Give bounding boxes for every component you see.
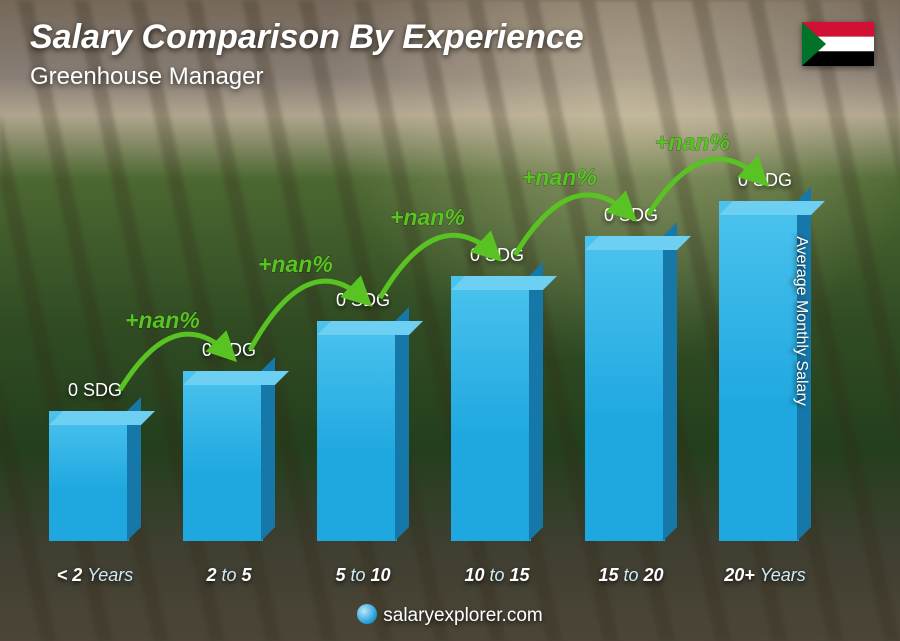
bar-value-label: 0 SDG xyxy=(470,245,524,266)
bar-top-face xyxy=(585,236,691,250)
footer-site-text: salaryexplorer.com xyxy=(383,605,542,626)
bar-top-face xyxy=(719,201,825,215)
bar-group: 0 SDG xyxy=(174,340,284,541)
bar-front-face xyxy=(585,236,665,541)
bar-value-label: 0 SDG xyxy=(68,380,122,401)
bar-group: 0 SDG xyxy=(308,290,418,541)
country-flag-icon xyxy=(802,22,874,66)
x-axis-label: 20+ Years xyxy=(710,565,820,586)
x-axis-label: 2 to 5 xyxy=(174,565,284,586)
bar xyxy=(451,276,543,541)
chart-title: Salary Comparison By Experience xyxy=(30,18,870,57)
bar-top-face xyxy=(49,411,155,425)
bar-front-face xyxy=(317,321,397,541)
bar-side-face xyxy=(529,262,543,541)
x-axis-label: < 2 Years xyxy=(40,565,150,586)
bar-front-face xyxy=(183,371,263,541)
bar xyxy=(585,236,677,541)
bar-front-face xyxy=(49,411,129,541)
x-axis-label: 15 to 20 xyxy=(576,565,686,586)
bar-top-face xyxy=(451,276,557,290)
bar-group: 0 SDG xyxy=(442,245,552,541)
bar-side-face xyxy=(663,222,677,541)
x-axis-label: 5 to 10 xyxy=(308,565,418,586)
bar-value-label: 0 SDG xyxy=(604,205,658,226)
bar-front-face xyxy=(451,276,531,541)
logo-globe-icon xyxy=(357,604,377,624)
bar xyxy=(183,371,275,541)
bar-side-face xyxy=(395,307,409,541)
x-axis-label: 10 to 15 xyxy=(442,565,552,586)
bar-top-face xyxy=(183,371,289,385)
y-axis-label: Average Monthly Salary xyxy=(792,236,810,406)
bar xyxy=(49,411,141,541)
bar-front-face xyxy=(719,201,799,541)
bar-chart: 0 SDG 0 SDG 0 SDG 0 SDG 0 SDG 0 SDG xyxy=(40,100,820,541)
bar-value-label: 0 SDG xyxy=(202,340,256,361)
bar-value-label: 0 SDG xyxy=(738,170,792,191)
x-axis-labels: < 2 Years 2 to 5 5 to 10 10 to 15 15 to 20 20… xyxy=(40,565,820,586)
footer-attribution: salaryexplorer.com xyxy=(0,604,900,627)
bar-group: 0 SDG xyxy=(40,380,150,541)
bar-group: 0 SDG xyxy=(576,205,686,541)
bar-top-face xyxy=(317,321,423,335)
bar xyxy=(317,321,409,541)
chart-header: Salary Comparison By Experience Greenhou… xyxy=(30,18,870,91)
chart-subtitle: Greenhouse Manager xyxy=(30,63,870,91)
bar-value-label: 0 SDG xyxy=(336,290,390,311)
